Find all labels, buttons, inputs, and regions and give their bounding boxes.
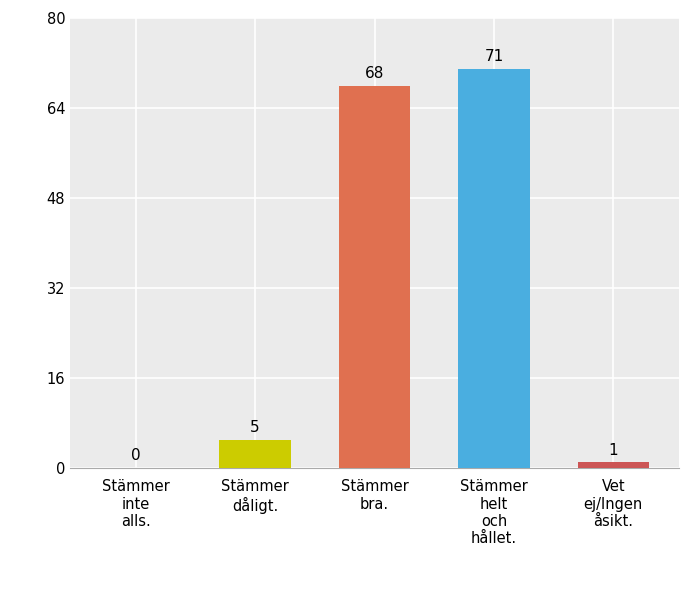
Bar bbox=[339, 85, 410, 468]
Bar bbox=[219, 440, 291, 468]
Text: 0: 0 bbox=[131, 449, 141, 463]
Text: 5: 5 bbox=[251, 421, 260, 436]
Text: 1: 1 bbox=[608, 443, 618, 458]
Bar bbox=[578, 463, 649, 468]
Text: 68: 68 bbox=[365, 66, 384, 81]
Bar bbox=[458, 68, 530, 468]
Text: 71: 71 bbox=[484, 49, 503, 64]
